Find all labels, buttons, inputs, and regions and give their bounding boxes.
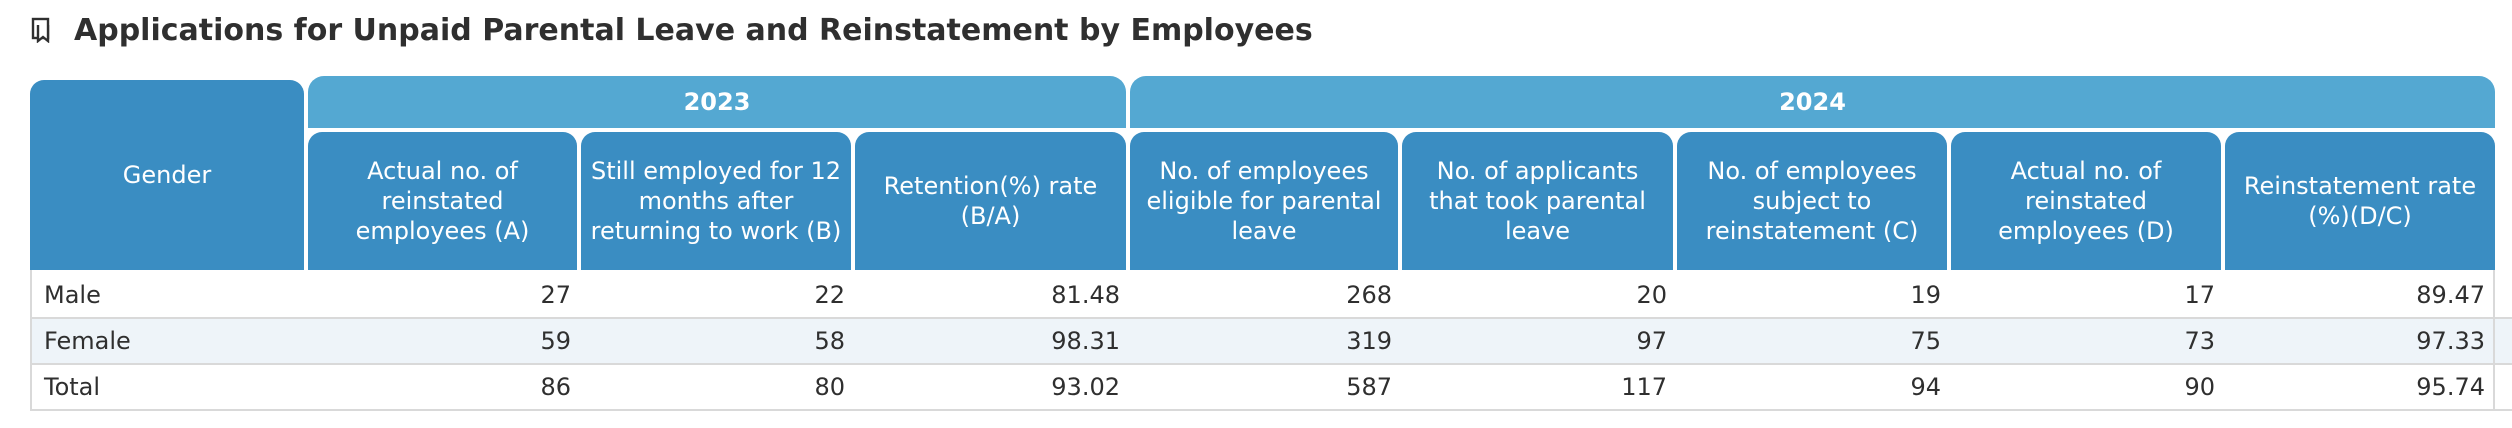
table-cell: 59 bbox=[540, 327, 571, 355]
header-col-actual-reinstated-a: Actual no. of reinstated employees (A) bbox=[308, 132, 577, 270]
table-row-total: Total 86 80 93.02 587 117 94 90 95.74 bbox=[30, 364, 2512, 410]
row-divider bbox=[30, 363, 2512, 365]
header-col-reinstatement-rate: Reinstatement rate (%)(D/C) bbox=[2225, 132, 2495, 270]
section-title: Applications for Unpaid Parental Leave a… bbox=[30, 6, 1313, 54]
table-cell: 98.31 bbox=[1051, 327, 1120, 355]
table-left-border bbox=[30, 270, 32, 411]
table-cell: 90 bbox=[2184, 373, 2215, 401]
header-col-applicants: No. of applicants that took parental lea… bbox=[1402, 132, 1673, 270]
header-col-still-employed-b: Still employed for 12 months after retur… bbox=[581, 132, 851, 270]
table-cell: 268 bbox=[1346, 281, 1392, 309]
table-cell: 17 bbox=[2184, 281, 2215, 309]
table-cell: 94 bbox=[1910, 373, 1941, 401]
table-cell: 587 bbox=[1346, 373, 1392, 401]
table-cell: 97.33 bbox=[2416, 327, 2485, 355]
table-cell: 22 bbox=[814, 281, 845, 309]
table-cell: 19 bbox=[1910, 281, 1941, 309]
header-col-eligible-employees: No. of employees eligible for parental l… bbox=[1130, 132, 1398, 270]
row-label: Male bbox=[44, 281, 101, 309]
header-year-2023: 2023 bbox=[308, 76, 1126, 128]
table-cell: 73 bbox=[2184, 327, 2215, 355]
bookmark-icon bbox=[30, 17, 56, 44]
row-label: Female bbox=[44, 327, 131, 355]
header-year-2024: 2024 bbox=[1130, 76, 2495, 128]
header-gender: Gender bbox=[30, 80, 304, 270]
table-cell: 58 bbox=[814, 327, 845, 355]
table-cell: 81.48 bbox=[1051, 281, 1120, 309]
table-right-border bbox=[2493, 270, 2495, 411]
header-col-actual-reinstated-d: Actual no. of reinstated employees (D) bbox=[1951, 132, 2221, 270]
table-cell: 319 bbox=[1346, 327, 1392, 355]
table-cell: 93.02 bbox=[1051, 373, 1120, 401]
page-title: Applications for Unpaid Parental Leave a… bbox=[74, 12, 1313, 48]
table-cell: 95.74 bbox=[2416, 373, 2485, 401]
row-divider bbox=[30, 317, 2512, 319]
table-row-male: Male 27 22 81.48 268 20 19 17 89.47 bbox=[30, 272, 2512, 318]
row-label: Total bbox=[44, 373, 101, 401]
table-cell: 75 bbox=[1910, 327, 1941, 355]
header-col-retention-rate: Retention(%) rate (B/A) bbox=[855, 132, 1126, 270]
table-cell: 86 bbox=[540, 373, 571, 401]
table-row-female: Female 59 58 98.31 319 97 75 73 97.33 bbox=[30, 318, 2512, 364]
table-cell: 80 bbox=[814, 373, 845, 401]
table-cell: 117 bbox=[1621, 373, 1667, 401]
table-cell: 27 bbox=[540, 281, 571, 309]
row-divider bbox=[30, 409, 2512, 411]
table-cell: 20 bbox=[1636, 281, 1667, 309]
table-cell: 97 bbox=[1636, 327, 1667, 355]
table-cell: 89.47 bbox=[2416, 281, 2485, 309]
header-col-subject-reinstatement-c: No. of employees subject to reinstatemen… bbox=[1677, 132, 1947, 270]
